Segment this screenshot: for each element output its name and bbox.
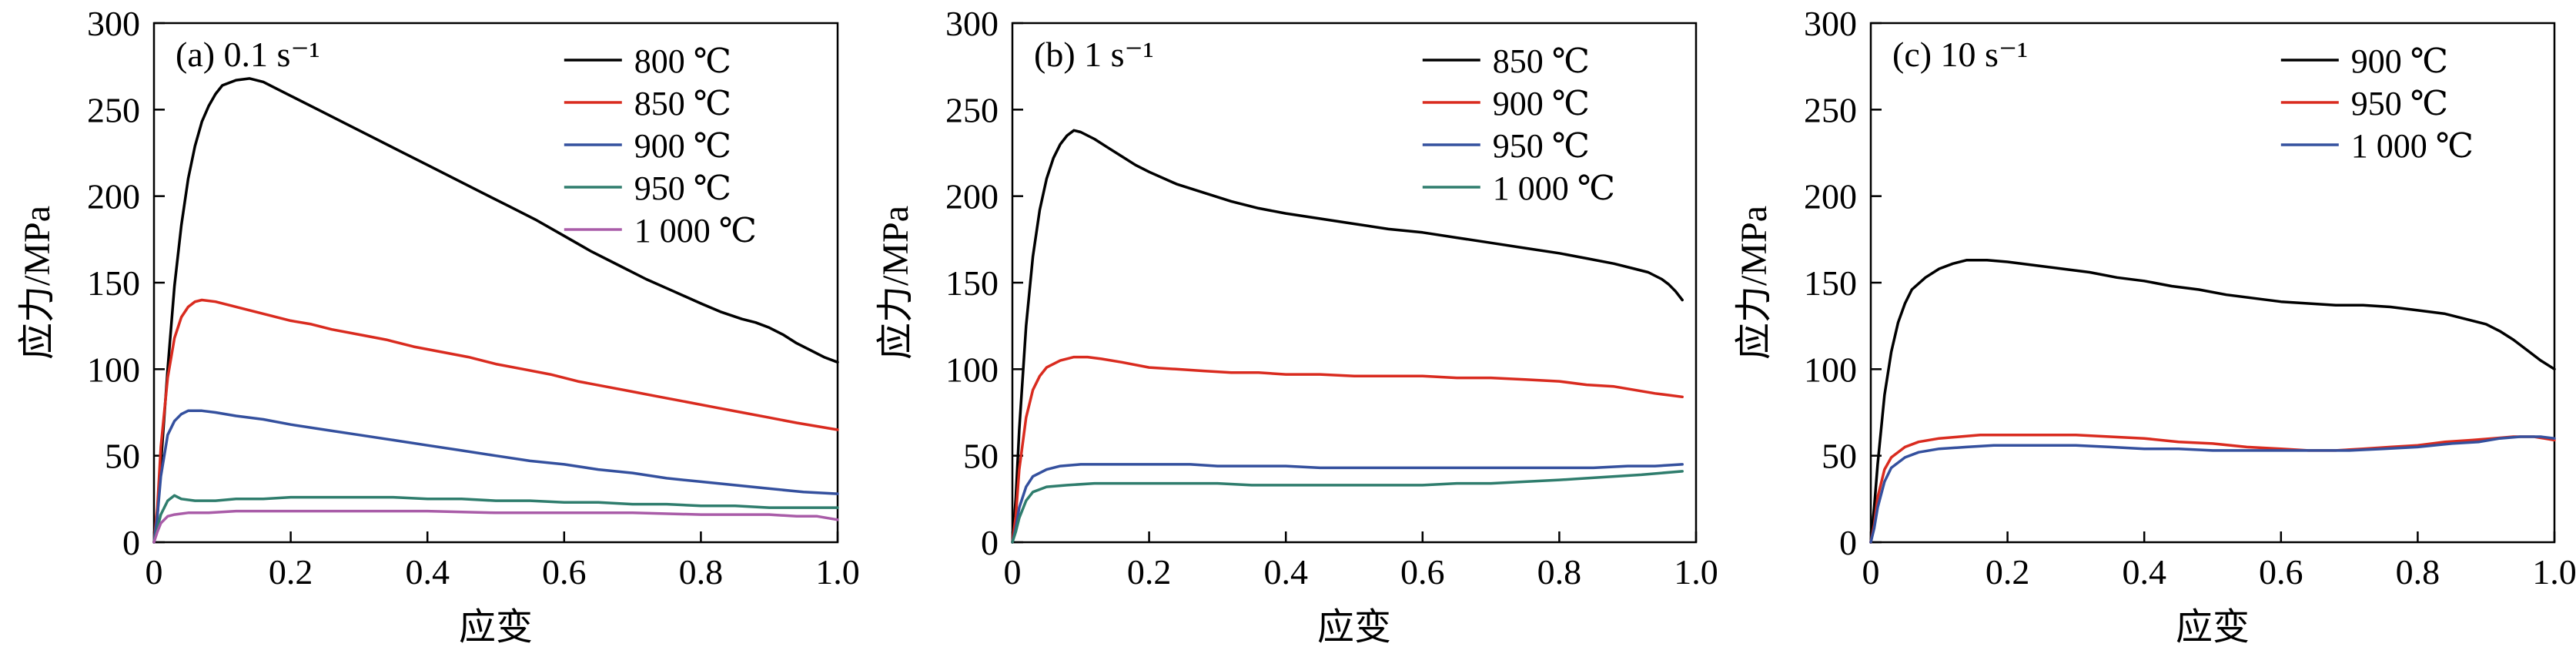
legend-label: 900 ℃ [2351, 42, 2448, 80]
x-tick-label: 0.2 [1986, 552, 2030, 592]
y-tick-label: 150 [87, 263, 140, 303]
x-tick-label: 0.6 [2259, 552, 2303, 592]
panel-label: (b) 1 s⁻¹ [1034, 35, 1154, 74]
series-line-0 [1869, 259, 2556, 544]
series-line-4 [152, 509, 839, 544]
legend-label: 900 ℃ [634, 127, 731, 165]
x-tick-label: 0 [146, 552, 163, 592]
chart-panel-b: 0 0.2 0.4 0.6 0.8 1.0 0 50 100 150 200 250 300 (b) 1 … [858, 0, 1717, 667]
y-tick-label: 200 [87, 177, 140, 216]
chart-svg: 0 0.2 0.4 0.6 0.8 1.0 0 50 100 150 200 250 300 (b) 1 … [875, 4, 1717, 648]
y-tick-label: 100 [87, 350, 140, 389]
series-line-0 [152, 77, 839, 544]
x-tick-label: 0.8 [2396, 552, 2441, 592]
y-tick-label: 300 [87, 4, 140, 43]
chart-svg: 0 0.2 0.4 0.6 0.8 1.0 0 50 100 150 200 250 300 (a) 0.… [17, 4, 858, 648]
series-line-2 [1011, 463, 1684, 544]
y-axis-title: 应力/MPa [1734, 206, 1775, 360]
panel-label: (c) 10 s⁻¹ [1892, 35, 2028, 74]
series-line-3 [152, 494, 839, 544]
plot-frame [1869, 22, 2556, 544]
legend-label: 1 000 ℃ [634, 212, 757, 250]
y-tick-label: 0 [1839, 523, 1857, 562]
y-axis-title: 应力/MPa [875, 206, 916, 360]
legend-label: 900 ℃ [1493, 85, 1590, 122]
x-axis-title: 应变 [1317, 607, 1391, 648]
y-tick-label: 250 [1804, 90, 1857, 129]
series-line-2 [152, 409, 839, 544]
x-tick-label: 1.0 [2532, 552, 2575, 592]
chart-panel-a: 0 0.2 0.4 0.6 0.8 1.0 0 50 100 150 200 250 300 (a) 0.… [0, 0, 858, 667]
y-tick-label: 200 [945, 177, 999, 216]
x-tick-label: 0.8 [679, 552, 724, 592]
y-tick-label: 150 [945, 263, 999, 303]
y-tick-label: 50 [105, 437, 140, 476]
x-tick-label: 0 [1862, 552, 1880, 592]
legend-label: 800 ℃ [634, 42, 731, 80]
y-tick-label: 250 [945, 90, 999, 129]
x-tick-label: 0.4 [405, 552, 450, 592]
x-tick-label: 1.0 [1674, 552, 1717, 592]
x-tick-label: 0.2 [269, 552, 313, 592]
legend-label: 950 ℃ [634, 169, 731, 207]
x-tick-label: 0 [1004, 552, 1022, 592]
legend-label: 1 000 ℃ [1493, 169, 1615, 207]
plot-frame [152, 22, 839, 544]
y-tick-label: 250 [87, 90, 140, 129]
panel-label: (a) 0.1 s⁻¹ [176, 35, 320, 74]
legend-label: 950 ℃ [1493, 127, 1590, 165]
series-line-3 [1011, 470, 1684, 544]
x-axis-title: 应变 [2176, 607, 2250, 648]
y-tick-label: 100 [945, 350, 999, 389]
y-tick-label: 200 [1804, 177, 1857, 216]
x-tick-label: 0.2 [1127, 552, 1172, 592]
x-tick-label: 0.4 [1263, 552, 1308, 592]
y-tick-label: 100 [1804, 350, 1857, 389]
x-tick-label: 0.4 [2122, 552, 2166, 592]
y-tick-label: 50 [1822, 437, 1857, 476]
series-line-1 [1011, 355, 1684, 544]
series-line-1 [1869, 433, 2556, 544]
x-tick-label: 1.0 [815, 552, 858, 592]
chart-svg: 0 0.2 0.4 0.6 0.8 1.0 0 50 100 150 200 250 300 (c) 10… [1734, 4, 2575, 648]
x-axis-title: 应变 [459, 607, 533, 648]
y-tick-label: 50 [963, 437, 999, 476]
y-tick-label: 0 [981, 523, 999, 562]
legend-label: 850 ℃ [1493, 42, 1590, 80]
legend-label: 850 ℃ [634, 85, 731, 122]
legend-label: 950 ℃ [2351, 85, 2448, 122]
y-axis-title: 应力/MPa [17, 206, 58, 360]
x-tick-label: 0.6 [542, 552, 587, 592]
y-tick-label: 300 [1804, 4, 1857, 43]
x-tick-label: 0.6 [1400, 552, 1445, 592]
y-tick-label: 300 [945, 4, 999, 43]
chart-panel-c: 0 0.2 0.4 0.6 0.8 1.0 0 50 100 150 200 250 300 (c) 10… [1717, 0, 2575, 667]
legend-label: 1 000 ℃ [2351, 127, 2474, 165]
series-line-2 [1869, 435, 2556, 544]
x-tick-label: 0.8 [1537, 552, 1581, 592]
series-line-0 [1011, 129, 1684, 544]
series-line-1 [152, 298, 839, 544]
y-tick-label: 0 [122, 523, 140, 562]
y-tick-label: 150 [1804, 263, 1857, 303]
